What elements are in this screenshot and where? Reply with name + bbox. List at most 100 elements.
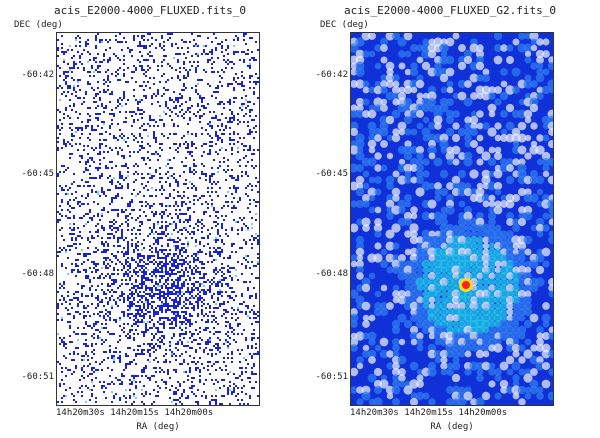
photon-pixel [153, 295, 155, 297]
intensity-blob [403, 145, 413, 155]
intensity-blob [409, 301, 419, 311]
photon-pixel [127, 249, 129, 251]
photon-pixel [175, 359, 177, 361]
photon-pixel [75, 365, 77, 367]
photon-pixel [205, 395, 207, 397]
photon-pixel [215, 215, 217, 217]
photon-pixel [103, 305, 105, 307]
photon-pixel [217, 285, 219, 287]
photon-pixel [195, 189, 197, 191]
photon-pixel [209, 85, 211, 87]
photon-pixel [199, 35, 201, 37]
photon-pixel [195, 195, 197, 197]
photon-pixel [247, 363, 249, 365]
photon-pixel [201, 219, 203, 221]
photon-pixel [93, 349, 95, 351]
photon-pixel [199, 121, 201, 123]
photon-pixel [209, 253, 211, 255]
intensity-blob [403, 265, 413, 275]
photon-pixel [159, 387, 161, 389]
photon-pixel [115, 347, 117, 349]
photon-pixel [121, 263, 123, 265]
photon-pixel [149, 345, 151, 347]
photon-pixel [113, 223, 115, 225]
photon-pixel [161, 285, 163, 287]
photon-pixel [129, 379, 131, 381]
photon-pixel [151, 231, 153, 233]
photon-pixel [187, 123, 189, 125]
photon-pixel [57, 47, 59, 49]
photon-pixel [167, 107, 169, 109]
photon-pixel [65, 193, 67, 195]
photon-pixel [247, 49, 249, 51]
photon-pixel [155, 39, 157, 41]
photon-pixel [149, 353, 151, 355]
photon-pixel [211, 71, 213, 73]
photon-pixel [191, 231, 193, 233]
intensity-blob [409, 103, 419, 113]
photon-pixel [237, 399, 239, 401]
photon-pixel [141, 285, 143, 287]
photon-pixel [123, 395, 125, 397]
photon-pixel [225, 283, 227, 285]
photon-pixel [161, 75, 163, 77]
photon-pixel [95, 297, 97, 299]
intensity-blob [422, 314, 430, 322]
photon-pixel [137, 285, 139, 287]
intensity-blob [481, 361, 491, 371]
raw-image-canvas[interactable] [56, 32, 260, 406]
photon-pixel [149, 87, 151, 89]
photon-pixel [73, 353, 75, 355]
photon-pixel [223, 277, 225, 279]
intensity-blob [434, 302, 442, 310]
y-axis-label: DEC (deg) [14, 20, 63, 30]
intensity-blob [410, 164, 418, 172]
photon-pixel [101, 191, 103, 193]
intensity-blob [433, 67, 443, 77]
intensity-blob [368, 50, 376, 58]
intensity-blob [487, 289, 497, 299]
intensity-blob [409, 397, 419, 405]
photon-pixel [229, 287, 231, 289]
photon-pixel [257, 49, 259, 51]
photon-pixel [165, 89, 167, 91]
photon-pixel [195, 91, 197, 93]
intensity-blob [476, 248, 484, 256]
photon-pixel [173, 285, 175, 287]
intensity-blob [410, 338, 418, 346]
photon-pixel [255, 177, 257, 179]
photon-pixel [169, 343, 171, 345]
photon-pixel [215, 241, 217, 243]
photon-pixel [119, 135, 121, 137]
photon-pixel [241, 367, 243, 369]
intensity-blob [355, 139, 365, 149]
photon-pixel [61, 341, 63, 343]
photon-pixel [183, 75, 185, 77]
photon-pixel [151, 347, 153, 349]
photon-pixel [225, 291, 227, 293]
intensity-blob [368, 146, 376, 154]
photon-pixel [73, 223, 75, 225]
intensity-blob [374, 290, 382, 298]
photon-pixel [255, 131, 257, 133]
photon-pixel [147, 343, 149, 345]
photon-pixel [95, 263, 97, 265]
smoothed-image-canvas[interactable] [350, 32, 554, 406]
photon-pixel [145, 327, 147, 329]
photon-pixel [157, 69, 159, 71]
photon-pixel [63, 345, 65, 347]
photon-pixel [67, 369, 69, 371]
intensity-blob [518, 248, 526, 256]
photon-pixel [137, 193, 139, 195]
photon-pixel [141, 275, 143, 277]
intensity-blob [392, 242, 400, 250]
photon-pixel [257, 77, 259, 79]
intensity-blob [529, 175, 539, 185]
intensity-blob [476, 254, 484, 262]
photon-pixel [93, 325, 95, 327]
intensity-blob [416, 74, 424, 82]
photon-pixel [183, 293, 185, 295]
photon-pixel [97, 235, 99, 237]
photon-pixel [125, 335, 127, 337]
photon-pixel [149, 249, 151, 251]
